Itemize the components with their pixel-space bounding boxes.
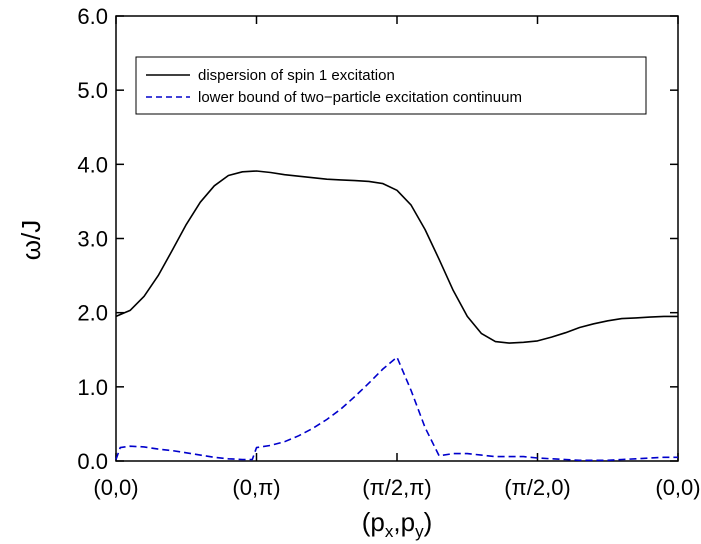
series-line-1 bbox=[115, 170, 678, 344]
x-tick-label: (π/2,0) bbox=[504, 475, 571, 500]
x-tick-label: (0,0) bbox=[93, 475, 138, 500]
y-tick-label: 3.0 bbox=[77, 227, 108, 252]
series-line-2 bbox=[115, 356, 678, 462]
x-tick-label: (0,0) bbox=[655, 475, 700, 500]
legend-label-continuum: lower bound of two−particle excitation c… bbox=[198, 89, 522, 106]
y-tick-label: 1.0 bbox=[77, 375, 108, 400]
x-tick-label: (0,π) bbox=[232, 475, 280, 500]
y-tick-label: 6.0 bbox=[77, 4, 108, 29]
x-axis-title: (px,py) bbox=[362, 507, 432, 541]
y-axis-title: ω/J bbox=[16, 220, 46, 261]
y-axis-ticks: 0.0 1.0 2.0 3.0 4.0 5.0 6.0 bbox=[77, 4, 678, 474]
series-layer bbox=[115, 170, 678, 462]
x-tick-label: (π/2,π) bbox=[362, 475, 431, 500]
legend-label-dispersion: dispersion of spin 1 excitation bbox=[198, 67, 395, 84]
y-tick-label: 5.0 bbox=[77, 78, 108, 103]
legend: dispersion of spin 1 excitation lower bo… bbox=[135, 56, 647, 115]
legend-box bbox=[135, 56, 647, 115]
x-axis-ticks: (0,0) (0,π) (π/2,π) (π/2,0) (0,0) bbox=[93, 16, 701, 500]
y-tick-label: 4.0 bbox=[77, 152, 108, 177]
y-tick-label: 2.0 bbox=[77, 301, 108, 326]
y-tick-label: 0.0 bbox=[77, 449, 108, 474]
